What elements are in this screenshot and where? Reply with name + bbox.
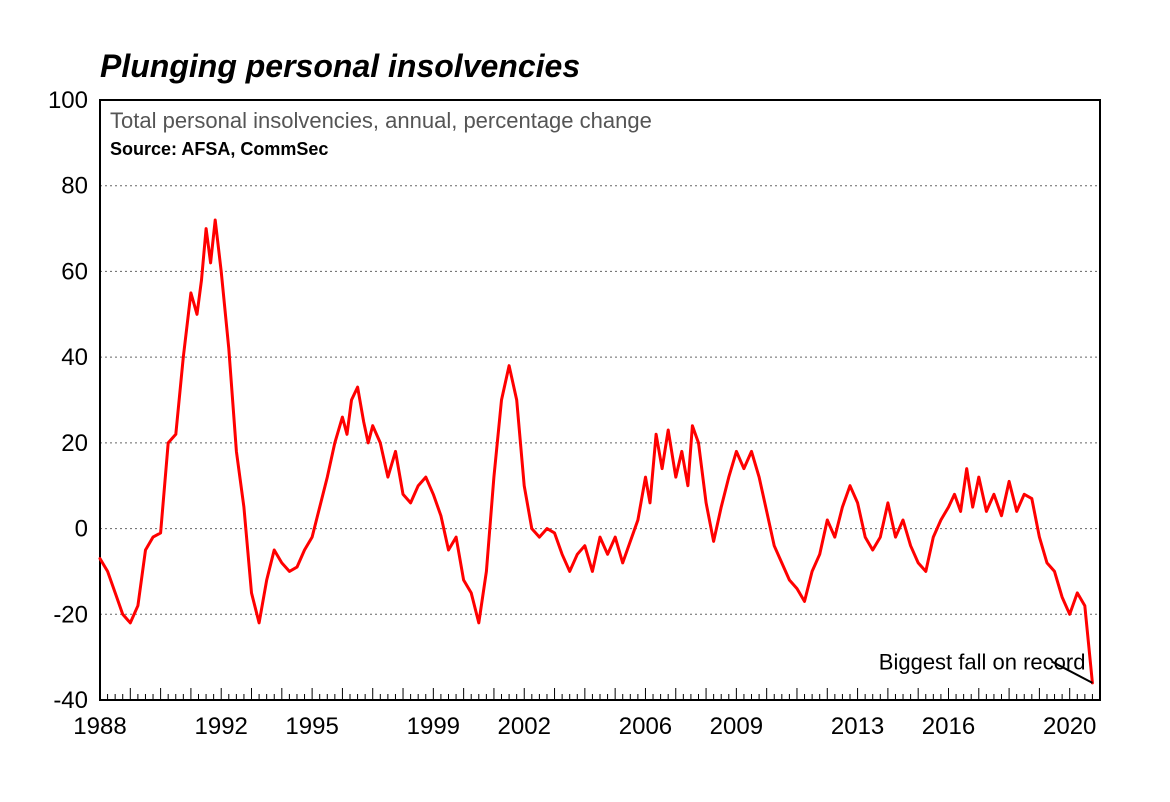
x-tick-label: 1988 [73,713,126,740]
x-tick-label: 2020 [1043,713,1096,740]
x-tick-label: 1992 [195,713,248,740]
x-tick-label: 2016 [922,713,975,740]
y-tick-label: 60 [61,258,88,285]
line-chart-svg: -40 -20 0 20 40 60 80 100 1988 1992 1995 1999 2002 20… [0,0,1170,802]
y-tick-label: 100 [48,87,88,114]
x-tick-label: 2006 [619,713,672,740]
y-tick-label: 0 [75,516,88,543]
chart-container: Plunging personal insolvencies -40 -20 0 20… [0,0,1170,802]
x-tick-label: 1999 [407,713,460,740]
y-tick-label: 20 [61,430,88,457]
y-tick-label: 40 [61,344,88,371]
chart-title: Plunging personal insolvencies [100,48,580,85]
x-tick-label: 1995 [285,713,338,740]
y-tick-label: -20 [53,601,88,628]
y-tick-label: 80 [61,173,88,200]
x-tick-label: 2009 [710,713,763,740]
chart-source: Source: AFSA, CommSec [110,139,328,159]
x-tick-label: 2002 [498,713,551,740]
x-tick-label: 2013 [831,713,884,740]
y-tick-label: -40 [53,687,88,714]
chart-subtitle: Total personal insolvencies, annual, per… [110,108,652,133]
